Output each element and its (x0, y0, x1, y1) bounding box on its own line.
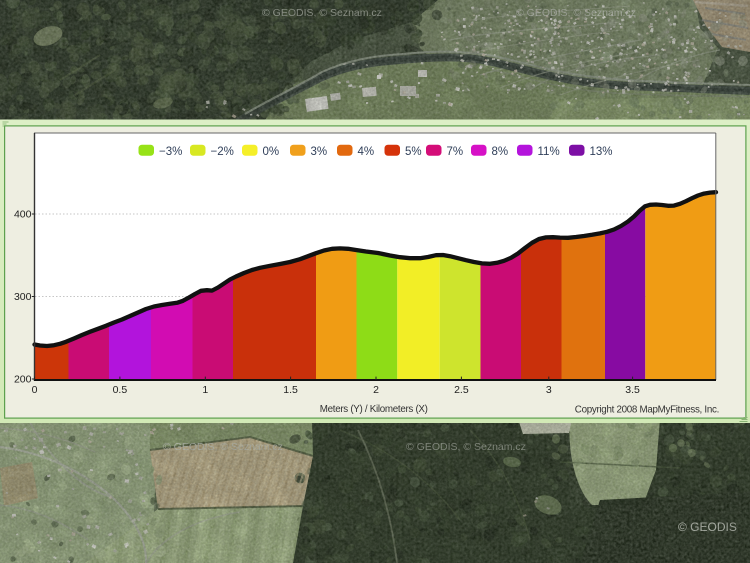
svg-text:2.5: 2.5 (454, 384, 469, 396)
svg-text:2: 2 (373, 384, 379, 396)
svg-text:−3%: −3% (159, 146, 182, 158)
svg-text:3: 3 (546, 384, 552, 396)
svg-text:1: 1 (202, 384, 208, 396)
svg-text:200: 200 (14, 374, 32, 386)
svg-text:7%: 7% (447, 146, 464, 158)
svg-text:300: 300 (14, 291, 32, 303)
svg-text:0.5: 0.5 (113, 384, 128, 396)
svg-text:Meters (Y) / Kilometers (X): Meters (Y) / Kilometers (X) (320, 404, 428, 415)
svg-text:0%: 0% (263, 146, 280, 158)
svg-text:−2%: −2% (211, 146, 234, 158)
svg-text:0: 0 (32, 384, 38, 396)
svg-text:8%: 8% (492, 146, 509, 158)
svg-text:3.5: 3.5 (625, 384, 640, 396)
svg-text:11%: 11% (538, 146, 560, 158)
svg-text:13%: 13% (590, 146, 613, 158)
svg-text:1.5: 1.5 (283, 384, 298, 396)
svg-text:3%: 3% (311, 146, 328, 158)
svg-text:400: 400 (14, 209, 32, 221)
svg-text:Copyright 2008 MapMyFitness, I: Copyright 2008 MapMyFitness, Inc. (575, 405, 719, 416)
svg-text:4%: 4% (358, 146, 375, 158)
svg-text:5%: 5% (405, 146, 422, 158)
